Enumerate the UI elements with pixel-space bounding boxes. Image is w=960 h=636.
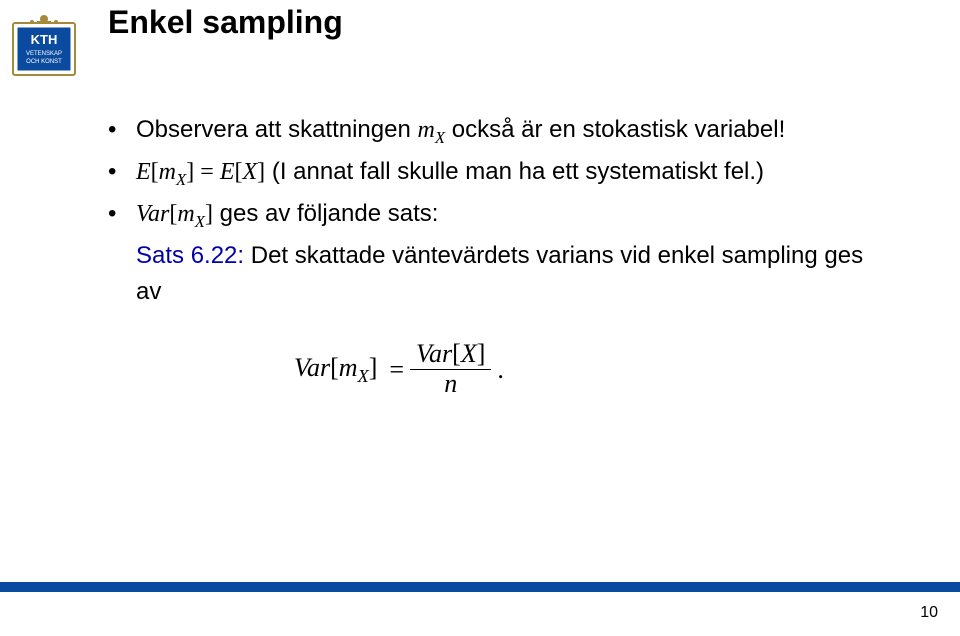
page-number: 10 bbox=[920, 604, 938, 622]
formula-period: . bbox=[491, 340, 510, 398]
logo-text-kth: KTH bbox=[31, 32, 58, 47]
formula-denominator: n bbox=[410, 369, 491, 398]
bullet-1-mx-m: m bbox=[417, 117, 434, 143]
formula: Var[mX] = Var[X] . n bbox=[108, 340, 888, 398]
kth-logo: KTH VETENSKAP OCH KONST bbox=[12, 12, 76, 76]
bullet-2-E1: E bbox=[136, 159, 151, 185]
bullet-2-eq: = bbox=[194, 159, 220, 185]
bullet-2-msub: X bbox=[176, 170, 186, 189]
slide-body: Observera att skattningen mX också är en… bbox=[108, 112, 888, 398]
logo-text-ochkonst: OCH KONST bbox=[26, 59, 62, 65]
slide-title: Enkel sampling bbox=[108, 4, 343, 41]
bullet-3-tail: ges av följande sats: bbox=[213, 200, 438, 227]
formula-lhs-m: m bbox=[339, 353, 358, 382]
sats-text: Det skattade väntevärdets varians vid en… bbox=[136, 242, 863, 305]
sats-line: Sats 6.22: Det skattade väntevärdets var… bbox=[108, 238, 888, 310]
bullet-2-lb1: [ bbox=[151, 159, 159, 185]
formula-lhs-sub: X bbox=[358, 366, 369, 386]
bullet-2-m: m bbox=[159, 159, 176, 185]
bullet-1-text-pre: Observera att skattningen bbox=[136, 116, 417, 143]
formula-lhs-var: Var bbox=[294, 353, 330, 382]
bullet-2-rb2: ] bbox=[257, 159, 265, 185]
bullet-3: Var[mX] ges av följande sats: bbox=[108, 196, 888, 234]
formula-num-var: Var bbox=[416, 339, 452, 368]
bullet-2-tail: (I annat fall skulle man ha ett systemat… bbox=[265, 158, 764, 185]
formula-numerator: Var[X] bbox=[410, 340, 491, 369]
formula-table: Var[mX] = Var[X] . n bbox=[288, 340, 510, 398]
logo-text-vetenskap: VETENSKAP bbox=[26, 51, 62, 57]
bullet-2-E2: E bbox=[220, 159, 235, 185]
formula-eq: = bbox=[383, 340, 410, 398]
bullet-2: E[mX] = E[X] (I annat fall skulle man ha… bbox=[108, 154, 888, 192]
footer-bar bbox=[0, 582, 960, 592]
bullet-1: Observera att skattningen mX också är en… bbox=[108, 112, 888, 150]
bullet-list: Observera att skattningen mX också är en… bbox=[108, 112, 888, 234]
formula-num-x: X bbox=[461, 339, 477, 368]
bullet-2-X: X bbox=[243, 159, 258, 185]
slide: KTH VETENSKAP OCH KONST Enkel sampling O… bbox=[0, 0, 960, 636]
bullet-3-var: Var bbox=[136, 201, 169, 227]
bullet-2-lb2: [ bbox=[235, 159, 243, 185]
bullet-1-text-post: också är en stokastisk variabel! bbox=[445, 116, 785, 143]
bullet-3-rb: ] bbox=[205, 201, 213, 227]
bullet-1-mx-sub: X bbox=[435, 128, 445, 147]
bullet-3-msub: X bbox=[195, 212, 205, 231]
sats-label: Sats 6.22: bbox=[136, 242, 244, 269]
formula-lhs: Var[mX] bbox=[288, 340, 383, 398]
bullet-3-m: m bbox=[177, 201, 194, 227]
